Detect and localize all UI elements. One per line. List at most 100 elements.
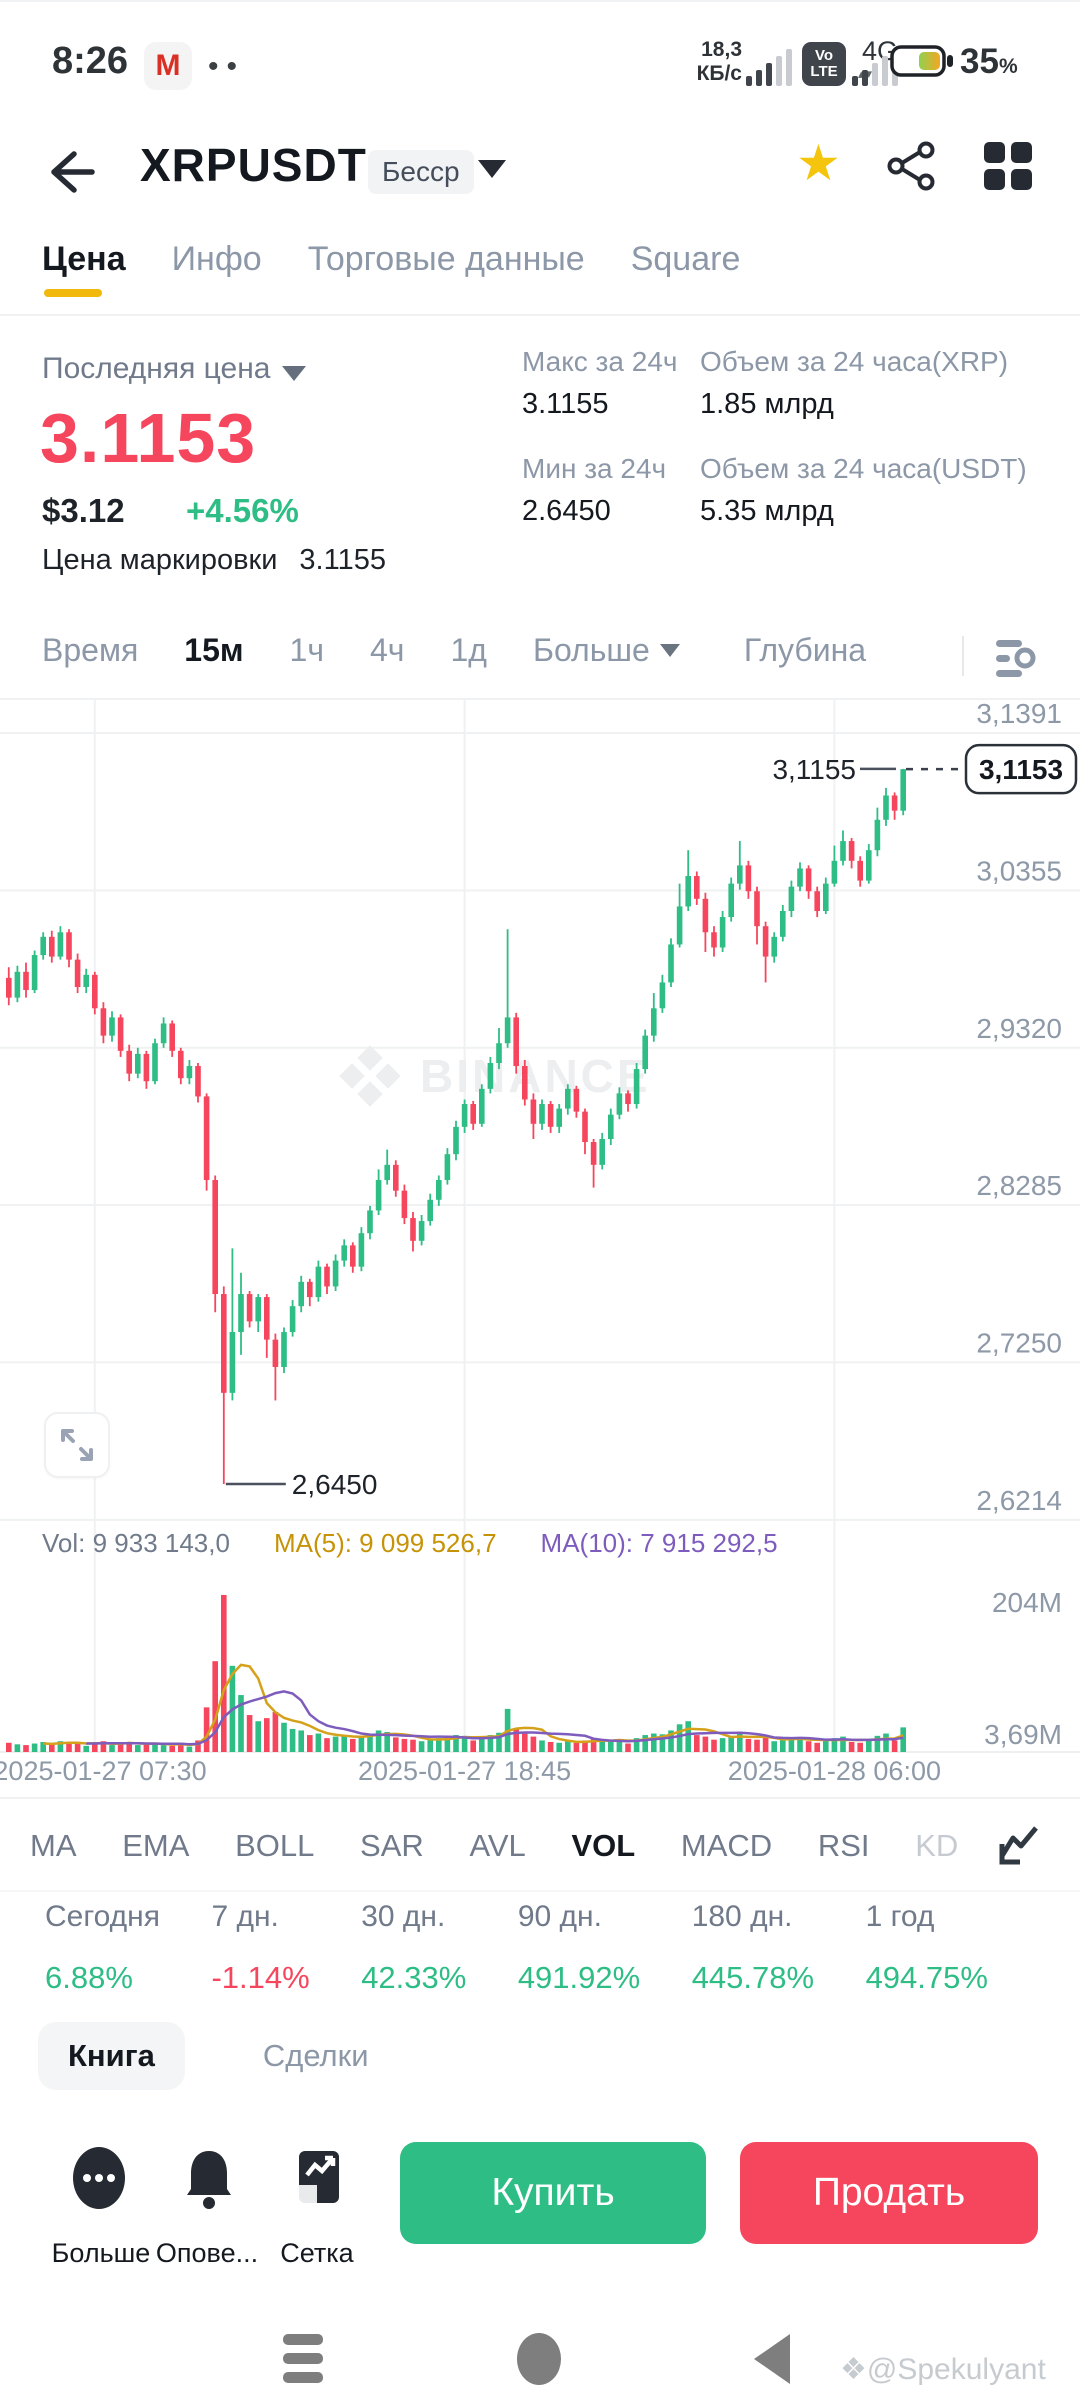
alerts-button[interactable] bbox=[176, 2142, 242, 2214]
interval-more-button[interactable]: Больше bbox=[533, 632, 680, 669]
mark-price-label: Цена маркировки bbox=[42, 544, 278, 576]
back-nav-button[interactable] bbox=[754, 2334, 790, 2384]
net-speed-value: 18,3 bbox=[701, 38, 742, 61]
tab-square[interactable]: Square bbox=[630, 240, 741, 278]
pair-title: XRPUSDT bbox=[140, 139, 367, 191]
interval-1д[interactable]: 1д bbox=[450, 632, 487, 668]
volume-ma10-line bbox=[86, 1690, 904, 1746]
y-axis-label: 2,9320 bbox=[976, 1013, 1062, 1044]
volume-value: Vol: 9 933 143,0 bbox=[42, 1528, 230, 1558]
high-annotation: 3,1155 bbox=[772, 754, 856, 785]
depth-tab[interactable]: Глубина bbox=[743, 632, 867, 668]
current-price-tag[interactable] bbox=[964, 743, 1078, 795]
x-axis-label: 2025-01-28 06:00 bbox=[728, 1756, 941, 1786]
svg-text:BINANCE: BINANCE bbox=[420, 1050, 651, 1102]
stat-cell: Макс за 24ч 3.1155 bbox=[522, 346, 700, 421]
candles[interactable] bbox=[6, 768, 906, 1485]
mark-price-row: Цена маркировки 3.1155 bbox=[42, 544, 386, 577]
fiat-price: $3.12 bbox=[42, 492, 125, 529]
share-icon[interactable] bbox=[886, 140, 938, 192]
divider bbox=[962, 636, 964, 676]
indicator-chart-icon[interactable] bbox=[996, 1822, 1042, 1868]
volume-bars bbox=[6, 1595, 906, 1752]
chevron-down-icon bbox=[659, 644, 680, 657]
interval-list: 15м 1ч 4ч 1д bbox=[184, 632, 487, 669]
network-speed: 18,3 КБ/с bbox=[676, 38, 742, 86]
indicator-bar: MA EMA BOLL SAR AVL VOL MACD RSI KD bbox=[0, 1814, 1080, 1878]
y-axis-label: 3,1391 bbox=[976, 700, 1062, 729]
stat-value: 3.1155 bbox=[522, 388, 609, 420]
interval-more-label: Больше bbox=[532, 632, 650, 668]
perf-90-дн.: 90 дн. 491.92% bbox=[518, 1900, 640, 1996]
perf-value: 42.33% bbox=[361, 1960, 467, 1995]
perf-1-год: 1 год 494.75% bbox=[866, 1900, 988, 1996]
android-navbar bbox=[283, 2333, 790, 2385]
indicator-ema[interactable]: EMA bbox=[122, 1828, 190, 1863]
volte-top: Vo bbox=[814, 47, 834, 64]
clock: 8:26 bbox=[52, 40, 129, 82]
perf-label: 180 дн. bbox=[691, 1900, 793, 1933]
interval-bar: Время 15м 1ч 4ч 1д Больше Глубина bbox=[42, 632, 866, 669]
ellipsis-icon bbox=[73, 2147, 125, 2209]
bell-icon bbox=[187, 2151, 231, 2209]
pair-selector-caret-icon[interactable] bbox=[478, 160, 506, 178]
stat-value: 1.85 млрд bbox=[700, 388, 834, 420]
indicator-ma[interactable]: MA bbox=[30, 1828, 77, 1863]
perf-label: Сегодня bbox=[45, 1900, 160, 1933]
volume-min-label: 3,69M bbox=[984, 1719, 1062, 1750]
percent-sign: % bbox=[998, 55, 1018, 78]
tab-инфо[interactable]: Инфо bbox=[171, 240, 262, 278]
stat-cell: Объем за 24 часа(XRP) 1.85 млрд bbox=[700, 346, 1027, 421]
tab-торговые-данные[interactable]: Торговые данные bbox=[307, 240, 585, 278]
recents-button[interactable] bbox=[283, 2334, 323, 2383]
sell-button[interactable]: Продать bbox=[740, 2142, 1038, 2244]
indicator-boll[interactable]: BOLL bbox=[235, 1828, 315, 1863]
perf-label: 7 дн. bbox=[211, 1900, 279, 1933]
indicator-vol[interactable]: VOL bbox=[571, 1828, 636, 1863]
battery-icon bbox=[890, 45, 953, 77]
perf-7-дн.: 7 дн. -1.14% bbox=[211, 1900, 309, 1996]
indicator-macd[interactable]: MACD bbox=[680, 1828, 773, 1863]
expand-arrows-icon bbox=[61, 1429, 93, 1461]
tab-сделки[interactable]: Сделки bbox=[262, 2038, 369, 2073]
favorite-star-icon[interactable]: ★ bbox=[796, 135, 841, 191]
grid-trading-icon bbox=[299, 2151, 339, 2203]
grid-trading-button[interactable] bbox=[286, 2142, 352, 2214]
indicator-kd[interactable]: KD bbox=[915, 1828, 959, 1863]
layout-grid-icon[interactable] bbox=[982, 140, 1034, 192]
chart-settings-icon[interactable] bbox=[992, 634, 1044, 682]
interval-prefix[interactable]: Время bbox=[42, 632, 139, 668]
notification-dots-icon: •• bbox=[208, 50, 246, 83]
back-button[interactable] bbox=[40, 144, 96, 200]
interval-15м[interactable]: 15м bbox=[184, 632, 244, 668]
fullscreen-chart-button[interactable] bbox=[44, 1412, 110, 1478]
y-axis-label: 2,7250 bbox=[976, 1327, 1062, 1358]
tab-цена[interactable]: Цена bbox=[42, 240, 126, 297]
credit-handle: @Spekulyant bbox=[866, 2353, 1046, 2386]
indicator-rsi[interactable]: RSI bbox=[817, 1828, 870, 1863]
indicator-sar[interactable]: SAR bbox=[360, 1828, 424, 1863]
home-button[interactable] bbox=[517, 2333, 561, 2385]
interval-1ч[interactable]: 1ч bbox=[289, 632, 324, 668]
tab-книга[interactable]: Книга bbox=[38, 2022, 185, 2090]
candlestick-chart[interactable]: BINANCE 3,1391 3,0355 2,9320 2,8285 2,7250 2,6… bbox=[0, 700, 1080, 1800]
change-percent: +4.56% bbox=[186, 492, 299, 529]
perf-value: 6.88% bbox=[45, 1960, 133, 1995]
volume-ma5-line bbox=[43, 1663, 904, 1747]
last-price-dropdown-icon[interactable] bbox=[282, 366, 306, 381]
divider bbox=[0, 1890, 1080, 1892]
perf-label: 30 дн. bbox=[361, 1900, 446, 1933]
stat-cell: Мин за 24ч 2.6450 bbox=[522, 453, 700, 528]
performance-stats: Сегодня 6.88% 7 дн. -1.14% 30 дн. 42.33% 90 дн… bbox=[0, 1900, 1080, 1996]
perf-label: 90 дн. bbox=[517, 1900, 602, 1933]
buy-button[interactable]: Купить bbox=[400, 2142, 706, 2244]
indicator-avl[interactable]: AVL bbox=[469, 1828, 526, 1863]
divider bbox=[0, 698, 1080, 700]
more-actions-button[interactable] bbox=[66, 2142, 132, 2214]
mark-price-value: 3.1155 bbox=[299, 544, 386, 576]
book-tabs: Книга Сделки bbox=[38, 2022, 399, 2090]
interval-4ч[interactable]: 4ч bbox=[370, 632, 405, 668]
divider bbox=[0, 0, 1080, 2]
stat-label: Мин за 24ч bbox=[522, 453, 667, 484]
